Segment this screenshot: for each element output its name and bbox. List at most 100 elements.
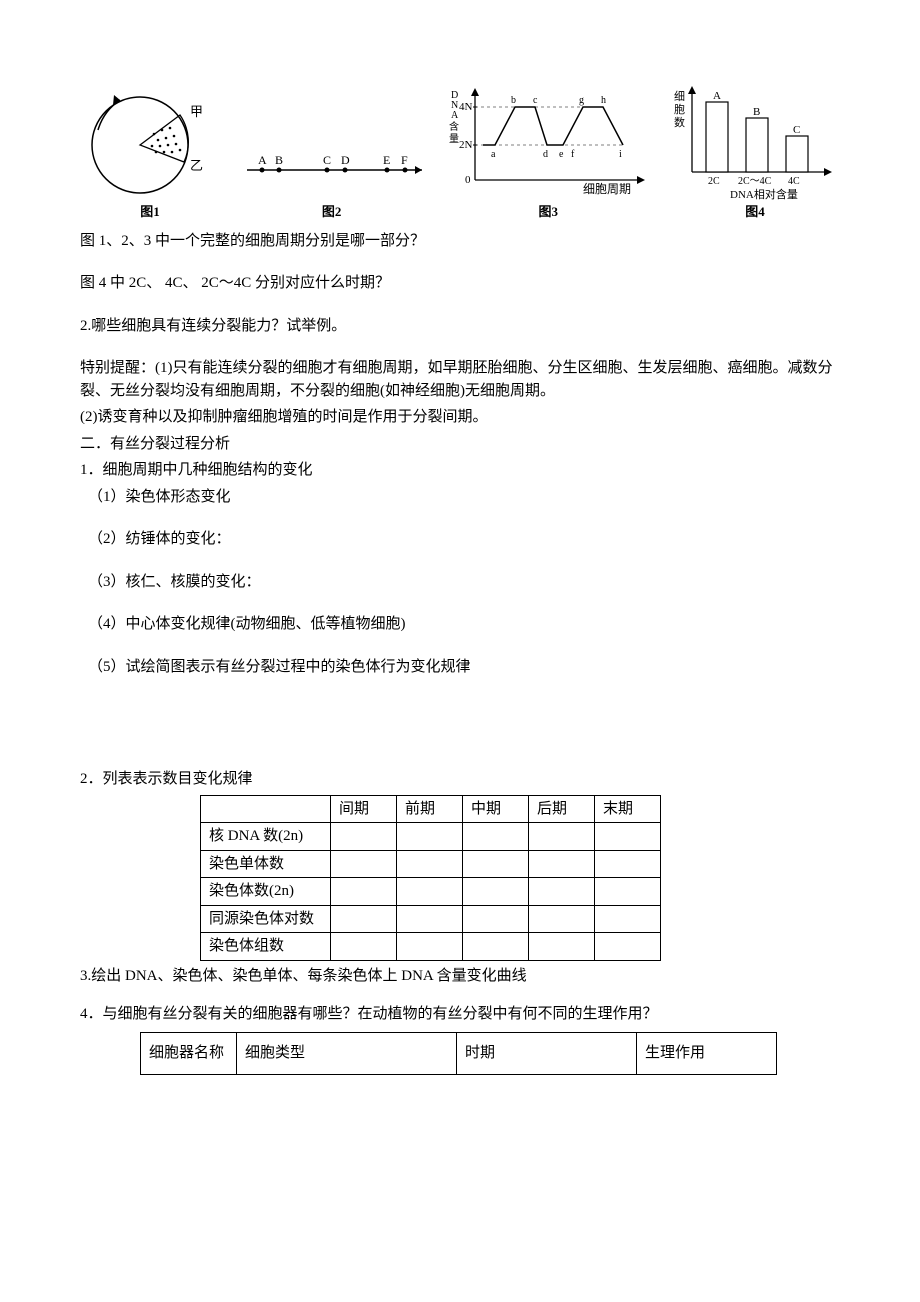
fig4-bar [706,102,728,172]
question-1b: 图 4 中 2C、 4C、 2C～4C 分别对应什么时期？ [80,272,840,295]
fig4-label: 图4 [745,202,765,222]
table1-cell [331,823,397,851]
fig1-yi-label: 乙 [190,158,203,173]
table1-cell [397,823,463,851]
fig4-bar-label: A [713,90,721,102]
svg-text:e: e [559,149,564,160]
table-phase-counts: 间期 前期 中期 后期 末期 核 DNA 数(2n)染色单体数染色体数(2n)同… [200,795,661,961]
table1-rowlabel: 同源染色体对数 [201,905,331,933]
figure-1: 甲 乙 图1 [80,80,220,222]
table1-cell [529,823,595,851]
s2-1-4: （4）中心体变化规律(动物细胞、低等植物细胞) [80,613,840,636]
table1-row: 核 DNA 数(2n) [201,823,661,851]
s2-1-3: （3）核仁、核膜的变化： [80,571,840,594]
fig3-svg: D N A 含 量 4N 2N 0 b c g h [443,80,653,200]
section-2-title: 二．有丝分裂过程分析 [80,433,840,456]
figure-2: ABCDEF 图2 [237,120,427,222]
svg-text:d: d [543,149,548,160]
fig2-point-label: E [383,153,390,167]
figures-row: 甲 乙 图1 ABCDEF 图2 D N A 含 量 4N [80,80,840,222]
table1-cell [397,933,463,961]
fig4-xlabel: DNA相对含量 [730,187,798,200]
svg-text:c: c [533,95,538,106]
svg-text:f: f [571,149,575,160]
fig2-point-label: F [401,153,408,167]
svg-text:胞: 胞 [674,103,685,116]
fig4-bar [786,136,808,172]
table1-row: 染色体数(2n) [201,878,661,906]
svg-text:含: 含 [449,120,459,133]
svg-text:h: h [601,95,606,106]
table1-cell [463,905,529,933]
svg-text:数: 数 [674,116,685,129]
fig2-point-label: D [341,153,350,167]
svg-text:a: a [491,149,496,160]
tip-1: 特别提醒：(1)只有能连续分裂的细胞才有细胞周期，如早期胚胎细胞、分生区细胞、生… [80,357,840,402]
fig1-svg: 甲 乙 [80,80,220,200]
table1-cell [595,933,661,961]
tip-2: (2)诱变育种以及抑制肿瘤细胞增殖的时间是作用于分裂间期。 [80,406,840,429]
table1-cell [595,878,661,906]
table1-rowlabel: 染色体数(2n) [201,878,331,906]
table1-row: 染色体组数 [201,933,661,961]
fig1-jia-label: 甲 [190,104,203,119]
fig4-svg: 细 胞 数 A 2C B 2C～4C C 4C DNA相对含量 [670,80,840,200]
fig3-ytick-0: 0 [465,174,471,186]
question-1: 图 1、2、3 中一个完整的细胞周期分别是哪一部分？ [80,230,840,253]
table1-cell [331,933,397,961]
svg-text:A: A [451,110,459,121]
s2-1-2: （2）纺锤体的变化： [80,528,840,551]
figure-3: D N A 含 量 4N 2N 0 b c g h [443,80,653,222]
fig3-ytick-4n: 4N [459,101,473,113]
table1-row: 染色单体数 [201,850,661,878]
table1-rowlabel: 染色单体数 [201,850,331,878]
s2-2: 2．列表表示数目变化规律 [80,768,840,791]
fig4-bar-label: B [753,106,760,118]
fig1-label: 图1 [140,202,160,222]
s2-3: 3.绘出 DNA、染色体、染色单体、每条染色体上 DNA 含量变化曲线 [80,965,840,988]
fig4-bar-label: C [793,124,800,136]
fig2-point-label: A [258,153,267,167]
table1-cell [331,905,397,933]
table1-rowlabel: 染色体组数 [201,933,331,961]
fig2-svg: ABCDEF [237,120,427,200]
s2-1: 1．细胞周期中几种细胞结构的变化 [80,459,840,482]
table-organelles: 细胞器名称 细胞类型 时期 生理作用 [140,1032,777,1075]
svg-text:g: g [579,95,584,106]
svg-text:细: 细 [674,90,685,103]
table1-cell [397,905,463,933]
table1-cell [463,933,529,961]
svg-text:i: i [619,149,622,160]
figure-4: 细 胞 数 A 2C B 2C～4C C 4C DNA相对含量 图4 [670,80,840,222]
table1-cell [529,850,595,878]
fig4-xtick: 2C [708,176,720,187]
table1-cell [595,850,661,878]
fig4-xtick: 2C～4C [738,176,772,187]
table1-cell [595,823,661,851]
table1-cell [529,905,595,933]
table1-header-row: 间期 前期 中期 后期 末期 [201,795,661,823]
table1-cell [331,878,397,906]
s2-1-5: （5）试绘简图表示有丝分裂过程中的染色体行为变化规律 [80,656,840,679]
table1-cell [595,905,661,933]
table2-header-row: 细胞器名称 细胞类型 时期 生理作用 [141,1032,777,1074]
s2-4: 4．与细胞有丝分裂有关的细胞器有哪些？在动植物的有丝分裂中有何不同的生理作用？ [80,1003,840,1026]
table1-cell [463,878,529,906]
table1-cell [529,933,595,961]
fig4-bar [746,118,768,172]
fig2-point-label: B [275,153,283,167]
table1-row: 同源染色体对数 [201,905,661,933]
table1-cell [331,850,397,878]
table1-cell [463,823,529,851]
fig3-ytick-2n: 2N [459,139,473,151]
table1-cell [463,850,529,878]
svg-text:量: 量 [449,133,459,145]
fig3-xlabel: 细胞周期 [583,182,631,196]
table1-cell [397,850,463,878]
fig3-label: 图3 [539,202,559,222]
table1-cell [529,878,595,906]
fig2-label: 图2 [322,202,342,222]
table1-cell [397,878,463,906]
fig4-xtick: 4C [788,176,800,187]
question-2: 2.哪些细胞具有连续分裂能力？试举例。 [80,315,840,338]
